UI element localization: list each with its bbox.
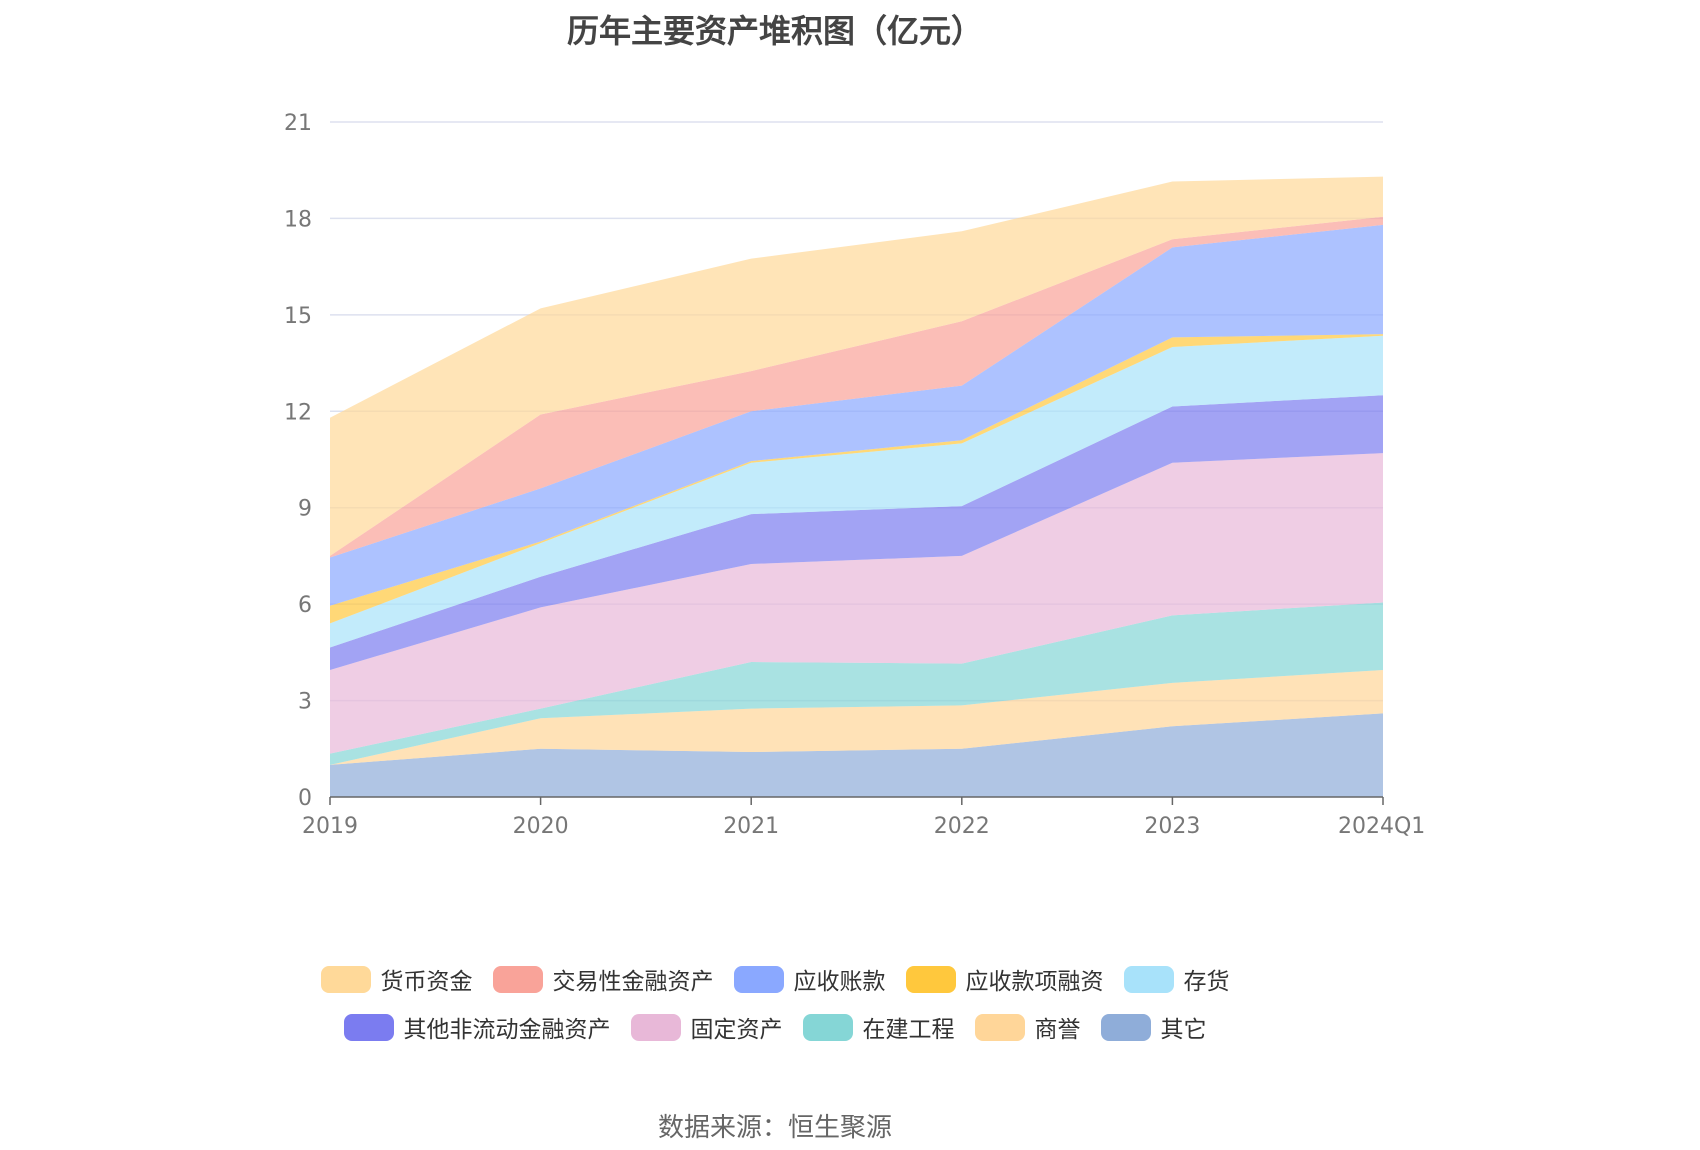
legend-label: 商誉	[1034, 1017, 1081, 1043]
legend-label: 应收账款	[793, 969, 886, 995]
area-其它	[330, 713, 1383, 797]
legend-label: 交易性金融资产	[552, 969, 714, 995]
chart-title: 历年主要资产堆积图（亿元）	[566, 12, 983, 50]
legend-swatch	[1123, 965, 1174, 993]
legend-swatch	[905, 965, 956, 993]
area-交易性金融资产	[330, 216, 1383, 558]
area-应收账款	[330, 224, 1383, 606]
x-tick-label: 2020	[513, 814, 569, 839]
y-tick-label: 0	[298, 786, 312, 811]
stacked-areas	[330, 176, 1383, 797]
legend-item-other-noncurrent-financial[interactable]: 其他非流动金融资产	[343, 1010, 611, 1044]
area-商誉	[330, 670, 1383, 765]
area-在建工程	[330, 602, 1383, 765]
legend-item-fixed-assets[interactable]: 固定资产	[630, 1010, 783, 1044]
legend-label: 在建工程	[862, 1017, 955, 1043]
x-tick-label: 2019	[302, 814, 358, 839]
legend-row-2: 其他非流动金融资产 固定资产 在建工程 商誉 其它	[0, 1003, 1550, 1051]
legend-swatch	[974, 1013, 1025, 1041]
area-其他非流动金融资产	[330, 395, 1383, 670]
legend-item-construction[interactable]: 在建工程	[802, 1010, 955, 1044]
legend-swatch	[733, 965, 784, 993]
legend-item-receivables-financing[interactable]: 应收款项融资	[905, 962, 1104, 996]
legend-item-inventory[interactable]: 存货	[1123, 962, 1230, 996]
y-tick-label: 18	[284, 207, 312, 232]
y-tick-label: 6	[298, 593, 312, 618]
legend-swatch	[1100, 1013, 1151, 1041]
y-tick-label: 21	[284, 111, 312, 136]
area-货币资金	[330, 176, 1383, 556]
legend-label: 其它	[1160, 1017, 1207, 1043]
x-tick-label: 2022	[934, 814, 990, 839]
y-tick-label: 9	[298, 497, 312, 522]
legend-label: 应收款项融资	[965, 969, 1104, 995]
x-tick-label: 2023	[1144, 814, 1200, 839]
legend-swatch	[802, 1013, 853, 1041]
legend-row-1: 货币资金 交易性金融资产 应收账款 应收款项融资 存货	[0, 955, 1550, 1003]
legend: 货币资金 交易性金融资产 应收账款 应收款项融资 存货 其他非流动金融资产 固定…	[0, 955, 1550, 1051]
legend-label: 货币资金	[380, 969, 473, 995]
legend-swatch	[343, 1013, 394, 1041]
y-tick-label: 15	[284, 304, 312, 329]
area-存货	[330, 335, 1383, 648]
legend-item-trading-assets[interactable]: 交易性金融资产	[492, 962, 714, 996]
legend-swatch	[492, 965, 543, 993]
legend-label: 其他非流动金融资产	[403, 1017, 611, 1043]
legend-label: 存货	[1183, 969, 1230, 995]
y-tick-label: 12	[284, 400, 312, 425]
axes: 0 3 6 9 12 15 18 21 2019 2020 2021 2022 2023 2024Q1	[284, 111, 1425, 839]
area-固定资产	[330, 453, 1383, 754]
legend-label: 固定资产	[690, 1017, 783, 1043]
x-tick-label: 2024Q1	[1338, 814, 1425, 839]
legend-item-goodwill[interactable]: 商誉	[974, 1010, 1081, 1044]
x-tick-label: 2021	[723, 814, 779, 839]
legend-item-other[interactable]: 其它	[1100, 1010, 1207, 1044]
data-source: 数据来源：恒生聚源	[657, 1113, 892, 1143]
y-tick-label: 3	[298, 690, 312, 715]
legend-swatch	[320, 965, 371, 993]
legend-swatch	[630, 1013, 681, 1041]
legend-item-cash[interactable]: 货币资金	[320, 962, 473, 996]
legend-item-receivables[interactable]: 应收账款	[733, 962, 886, 996]
